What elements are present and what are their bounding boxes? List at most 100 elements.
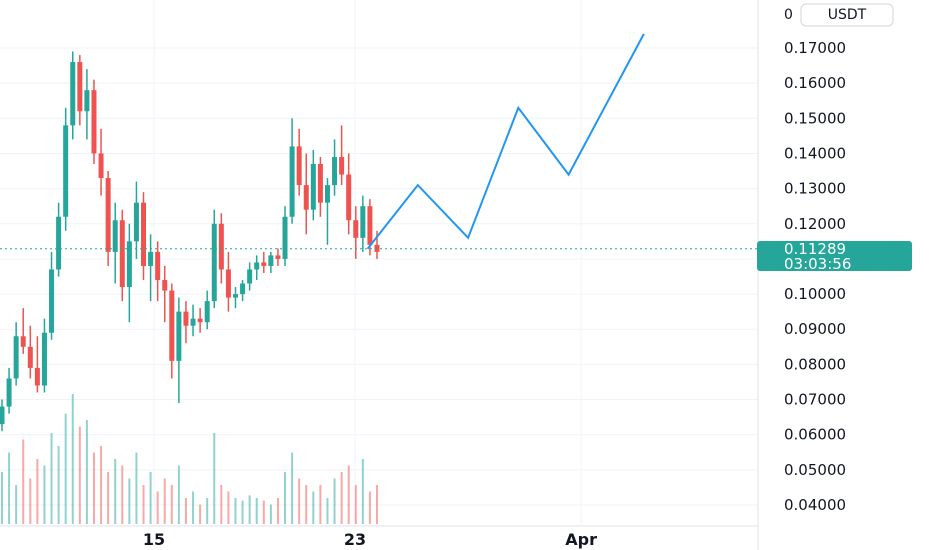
candle-body	[240, 283, 246, 295]
volume-bar	[255, 498, 258, 524]
volume-bar	[376, 485, 378, 524]
volume-bar	[114, 459, 117, 524]
volume-bar	[326, 498, 329, 524]
volume-bar	[36, 459, 39, 524]
volume-bar	[64, 413, 67, 524]
price-axis[interactable]: 0.04000 0.05000 0.06000 0.07000 0.08000 0.090…	[784, 39, 846, 514]
volume-bar	[22, 439, 25, 524]
x-tick-label: 15	[143, 530, 165, 549]
volume-bar	[340, 472, 343, 524]
volume-bar	[156, 491, 159, 524]
candle-body	[112, 220, 118, 252]
volume-bar	[15, 485, 18, 524]
candle-body	[0, 406, 5, 425]
volume-bar	[262, 500, 265, 524]
volume-bar	[220, 485, 223, 524]
candle-body	[126, 241, 132, 288]
candle-body	[225, 269, 231, 298]
volume-bar	[184, 498, 187, 524]
y-tick-label: 0.07000	[784, 391, 846, 409]
candle-body	[141, 202, 147, 266]
currency-button[interactable]	[800, 3, 894, 27]
y-tick-label: 0.12000	[784, 215, 846, 233]
volume-bar	[354, 485, 357, 524]
x-tick-label: Apr	[565, 530, 597, 549]
candle-body	[232, 294, 238, 298]
candle-body	[268, 255, 274, 266]
candle-body	[63, 125, 69, 217]
candle-body	[367, 206, 373, 245]
candle-body	[148, 251, 154, 266]
volume-bar	[107, 472, 110, 524]
volume-bar	[100, 446, 103, 524]
volume-bar	[227, 491, 230, 524]
volume-bar	[269, 504, 272, 524]
candle-body	[105, 178, 111, 252]
y-tick-label: 0.14000	[784, 144, 846, 162]
candle-body	[91, 90, 97, 154]
candle-body	[84, 90, 90, 112]
candle-body	[218, 223, 224, 270]
y-tick-label: 0.16000	[784, 74, 846, 92]
candle-body	[275, 255, 281, 259]
y-tick-label: 0.06000	[784, 426, 846, 444]
candle-body	[339, 156, 345, 175]
candle-body	[119, 220, 125, 288]
volume-bar	[142, 485, 145, 524]
candle-body	[247, 269, 253, 284]
currency-prefix: 0	[784, 7, 793, 23]
y-tick-label: 0.15000	[784, 109, 846, 127]
candle-body	[155, 251, 161, 281]
candle-body	[133, 202, 139, 242]
candle-body	[183, 311, 189, 326]
volume-bars	[1, 394, 378, 524]
candle-body	[49, 269, 55, 333]
volume-bar	[177, 465, 180, 524]
time-axis[interactable]: 15 23 Apr	[143, 530, 597, 549]
volume-bar	[170, 485, 173, 524]
volume-bar	[43, 465, 46, 524]
candle-body	[310, 164, 316, 210]
x-tick-label: 23	[344, 530, 366, 549]
volume-bar	[319, 485, 322, 524]
volume-bar	[1, 472, 3, 524]
candle-body	[289, 146, 295, 217]
y-tick-label: 0.04000	[784, 496, 846, 514]
bar-countdown: 03:03:56	[784, 255, 851, 273]
candle-body	[360, 206, 366, 238]
volume-bar	[121, 465, 124, 524]
volume-bar	[333, 478, 336, 524]
candle-body	[282, 216, 288, 259]
volume-bar	[284, 472, 287, 524]
candle-body	[353, 220, 359, 238]
volume-bar	[57, 446, 60, 524]
projection-line	[366, 33, 645, 250]
currency-button-label[interactable]: USDT	[828, 7, 867, 23]
volume-bar	[248, 495, 251, 524]
y-tick-label: 0.10000	[784, 285, 846, 303]
volume-bar	[8, 452, 11, 524]
volume-bar	[135, 452, 138, 524]
candle-body	[98, 153, 104, 179]
candle-body	[303, 185, 309, 210]
candle-body	[254, 262, 260, 270]
candle-body	[162, 280, 168, 291]
candle-body	[197, 318, 203, 323]
volume-bar	[298, 478, 301, 524]
candle-body	[346, 174, 352, 221]
candle-body	[20, 336, 26, 347]
y-tick-label: 0.13000	[784, 180, 846, 198]
volume-bar	[78, 426, 81, 524]
volume-bar	[192, 491, 195, 524]
candlesticks	[0, 51, 380, 432]
volume-bar	[163, 478, 166, 524]
volume-bar	[368, 491, 371, 524]
candle-body	[211, 223, 217, 302]
candle-body	[27, 346, 33, 368]
candle-body	[261, 262, 267, 266]
candle-body	[70, 62, 76, 126]
grid	[0, 0, 758, 526]
volume-bar	[234, 498, 237, 524]
volume-bar	[347, 465, 350, 524]
